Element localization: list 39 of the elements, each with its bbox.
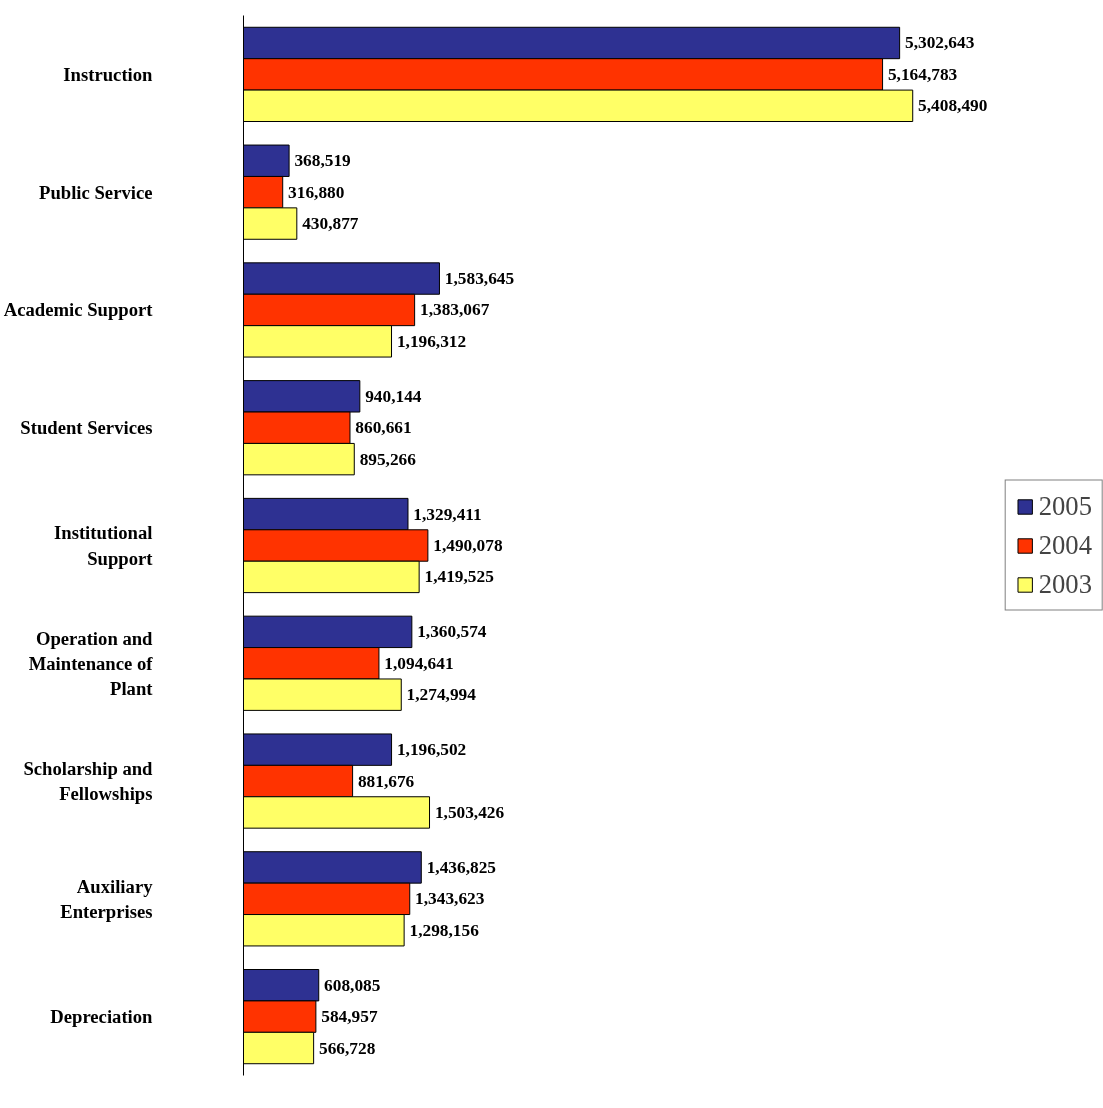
data-label: 1,196,502 (396, 740, 467, 760)
data-label: 1,583,645 (444, 269, 515, 289)
data-label: 5,164,783 (887, 64, 958, 84)
data-label: 1,436,825 (426, 857, 497, 877)
data-label: 584,957 (321, 1007, 378, 1027)
data-label: 940,144 (365, 386, 422, 406)
y-tick-label: Scholarship and Fellowships (23, 757, 154, 805)
data-label: 1,094,641 (384, 653, 454, 673)
data-label: 1,329,411 (413, 504, 482, 524)
data-label: 5,302,643 (904, 33, 975, 53)
data-label: 566,728 (318, 1038, 376, 1058)
data-label: 1,383,067 (419, 300, 490, 320)
data-label: 860,661 (355, 418, 412, 438)
legend-label: 2004 (1038, 529, 1092, 561)
legend-label: 2003 (1038, 568, 1092, 600)
legend-label: 2005 (1038, 490, 1092, 522)
y-tick-label: Student Services (20, 417, 153, 439)
y-tick-label: Instruction (63, 63, 154, 85)
data-label: 1,343,623 (415, 889, 485, 909)
y-tick-label: Depreciation (50, 1006, 154, 1028)
data-label: 1,196,312 (396, 331, 467, 351)
y-tick-label: Auxiliary Enterprises (60, 875, 154, 922)
data-label: 430,877 (302, 214, 359, 234)
y-tick-label: Operation and Maintenance of Plant (28, 627, 154, 699)
data-label: 1,274,994 (406, 685, 477, 705)
data-label: 5,408,490 (918, 96, 988, 116)
y-tick-label: Institutional Support (54, 522, 154, 569)
y-tick-label: Academic Support (3, 299, 154, 321)
data-label: 881,676 (357, 771, 415, 791)
data-label: 608,085 (324, 975, 381, 995)
data-label: 1,298,156 (409, 920, 480, 940)
data-label: 1,360,574 (417, 622, 487, 642)
data-label: 1,503,426 (434, 802, 505, 822)
data-label: 368,519 (294, 151, 352, 171)
data-label: 1,490,078 (433, 536, 503, 555)
y-tick-label: Public Service (39, 181, 153, 203)
data-label: 895,266 (359, 449, 417, 469)
data-label: 1,419,525 (424, 567, 495, 587)
data-label: 316,880 (288, 182, 345, 202)
